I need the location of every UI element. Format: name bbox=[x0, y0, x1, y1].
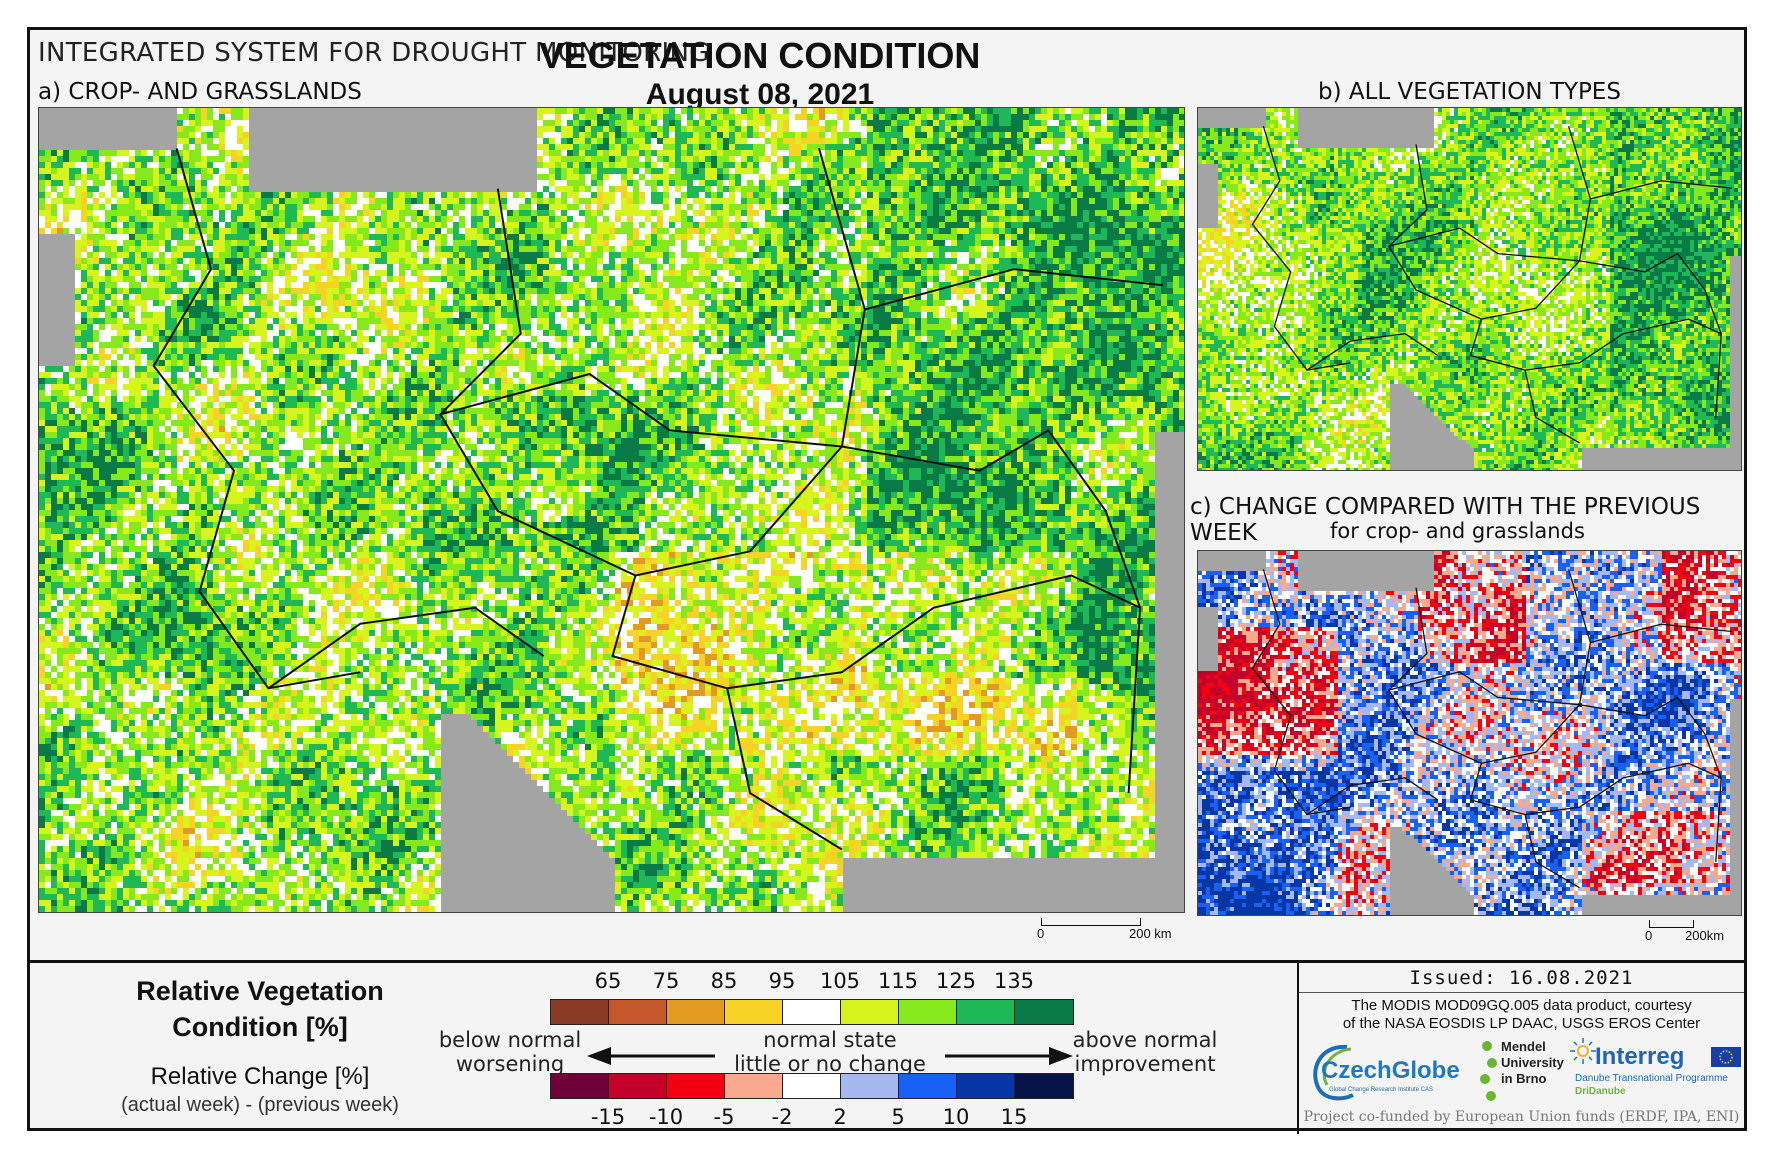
scalebar-main-line bbox=[1041, 918, 1141, 926]
below-normal-line1: below normal bbox=[435, 1028, 585, 1052]
rvc-swatch bbox=[725, 1000, 783, 1024]
rvc-title-line2: Condition [%] bbox=[90, 1009, 430, 1045]
rc-swatch bbox=[725, 1074, 783, 1098]
cofunded-note: Project co-funded by European Union fund… bbox=[1299, 1109, 1744, 1125]
rvc-title-line1: Relative Vegetation bbox=[90, 973, 430, 1009]
mendel-dots-icon bbox=[1480, 1041, 1497, 1101]
panel-c-label: c) CHANGE COMPARED WITH THE PREVIOUS WEE… bbox=[1190, 494, 1744, 546]
tick-label: -10 bbox=[649, 1105, 683, 1129]
rvc-swatch bbox=[667, 1000, 725, 1024]
scalebar-small-line bbox=[1649, 920, 1694, 928]
figure-frame: INTEGRATED SYSTEM FOR DROUGHT MONITORING… bbox=[27, 27, 1747, 1134]
tick-label: 105 bbox=[820, 969, 860, 993]
legend-area: Relative Vegetation Condition [%] Relati… bbox=[30, 960, 1744, 1134]
above-normal-line2: improvement bbox=[1070, 1052, 1220, 1076]
rc-title: Relative Change [%] bbox=[90, 1063, 430, 1091]
tick-label: 15 bbox=[1001, 1105, 1028, 1129]
normal-state-label: normal state little or no change bbox=[710, 1028, 950, 1076]
rc-swatch bbox=[667, 1074, 725, 1098]
map-c-raster bbox=[1198, 551, 1741, 915]
eu-flag-icon bbox=[1711, 1047, 1741, 1067]
scalebar-small-max: 200km bbox=[1685, 928, 1724, 943]
rvc-swatch bbox=[841, 1000, 899, 1024]
rvc-swatch bbox=[551, 1000, 609, 1024]
czechglobe-subtext: Global Change Research Institute CAS bbox=[1329, 1087, 1433, 1093]
rvc-swatch bbox=[1015, 1000, 1073, 1024]
issued-date: Issued: 16.08.2021 bbox=[1299, 963, 1744, 993]
issue-date-title: August 08, 2021 bbox=[30, 78, 1490, 112]
below-normal-line2: worsening bbox=[435, 1052, 585, 1076]
rvc-swatch bbox=[783, 1000, 841, 1024]
map-all-vegetation bbox=[1197, 107, 1742, 471]
interreg-sun-icon bbox=[1570, 1038, 1596, 1064]
rc-swatch bbox=[1015, 1074, 1073, 1098]
tick-label: 135 bbox=[994, 969, 1034, 993]
scalebar-small-zero: 0 bbox=[1645, 928, 1652, 943]
rvc-color-scale bbox=[550, 999, 1074, 1025]
tick-label: 95 bbox=[769, 969, 796, 993]
interreg-subtext1: Danube Transnational Programme bbox=[1575, 1073, 1728, 1084]
rc-swatch bbox=[783, 1074, 841, 1098]
tick-label: 5 bbox=[891, 1105, 904, 1129]
mendel-line1: Mendel bbox=[1501, 1039, 1564, 1055]
left-arrow-icon bbox=[587, 1047, 715, 1065]
rc-subtitle: (actual week) - (previous week) bbox=[90, 1091, 430, 1119]
normal-state-line1: normal state bbox=[710, 1028, 950, 1052]
interreg-subtext2: DriDanube bbox=[1575, 1086, 1626, 1097]
modis-credit: The MODIS MOD09GQ.005 data product, cour… bbox=[1299, 997, 1744, 1033]
rc-swatch bbox=[899, 1074, 957, 1098]
modis-credit-line1: The MODIS MOD09GQ.005 data product, cour… bbox=[1299, 997, 1744, 1015]
rvc-swatch bbox=[609, 1000, 667, 1024]
rvc-legend-title: Relative Vegetation Condition [%] bbox=[90, 973, 430, 1045]
mendel-text: Mendel University in Brno bbox=[1501, 1039, 1564, 1087]
czechglobe-swoosh-icon bbox=[1313, 1044, 1354, 1101]
tick-label: 85 bbox=[711, 969, 738, 993]
credits-box: Issued: 16.08.2021 The MODIS MOD09GQ.005… bbox=[1297, 963, 1744, 1134]
tick-label: 75 bbox=[653, 969, 680, 993]
czechglobe-text: CzechGlobe bbox=[1321, 1057, 1460, 1085]
tick-label: 65 bbox=[595, 969, 622, 993]
map-b-raster bbox=[1198, 108, 1741, 470]
scalebar-main: 0 200 km bbox=[1037, 918, 1187, 942]
main-title: VEGETATION CONDITION bbox=[30, 35, 1490, 77]
interreg-text: Interreg bbox=[1595, 1043, 1684, 1071]
mendel-line2: University bbox=[1501, 1055, 1564, 1071]
panel-c-sublabel: for crop- and grasslands bbox=[1330, 519, 1585, 543]
scalebar-main-zero: 0 bbox=[1037, 926, 1044, 941]
normal-state-line2: little or no change bbox=[710, 1052, 950, 1076]
tick-label: -5 bbox=[714, 1105, 735, 1129]
below-normal-label: below normal worsening bbox=[435, 1028, 585, 1076]
rc-color-scale bbox=[550, 1073, 1074, 1099]
mendel-line3: in Brno bbox=[1501, 1071, 1564, 1087]
interreg-logo: Interreg Danube Transnational Programme … bbox=[1569, 1037, 1744, 1107]
mendel-logo: Mendel University in Brno bbox=[1479, 1039, 1569, 1107]
above-normal-line1: above normal bbox=[1070, 1028, 1220, 1052]
tick-label: -15 bbox=[591, 1105, 625, 1129]
tick-label: 125 bbox=[936, 969, 976, 993]
rc-swatch bbox=[551, 1074, 609, 1098]
panel-a-label: a) CROP- AND GRASSLANDS bbox=[38, 79, 362, 105]
tick-label: -2 bbox=[772, 1105, 793, 1129]
scalebar-main-max: 200 km bbox=[1129, 926, 1172, 941]
tick-label: 115 bbox=[878, 969, 918, 993]
panel-b-label: b) ALL VEGETATION TYPES bbox=[1318, 79, 1621, 105]
map-weekly-change bbox=[1197, 550, 1742, 916]
czechglobe-logo: CzechGlobe Global Change Research Instit… bbox=[1307, 1041, 1477, 1103]
rvc-swatch bbox=[957, 1000, 1015, 1024]
right-arrow-icon bbox=[945, 1047, 1073, 1065]
map-crop-grasslands bbox=[38, 107, 1185, 913]
modis-credit-line2: of the NASA EOSDIS LP DAAC, USGS EROS Ce… bbox=[1299, 1015, 1744, 1033]
rc-swatch bbox=[609, 1074, 667, 1098]
map-a-raster bbox=[39, 108, 1184, 912]
above-normal-label: above normal improvement bbox=[1070, 1028, 1220, 1076]
scalebar-small: 0 200km bbox=[1645, 920, 1740, 944]
rc-swatch bbox=[957, 1074, 1015, 1098]
system-title: INTEGRATED SYSTEM FOR DROUGHT MONITORING bbox=[38, 38, 710, 68]
tick-label: 10 bbox=[943, 1105, 970, 1129]
rc-legend-title: Relative Change [%] (actual week) - (pre… bbox=[90, 1063, 430, 1119]
rc-swatch bbox=[841, 1074, 899, 1098]
tick-label: 2 bbox=[833, 1105, 846, 1129]
rvc-swatch bbox=[899, 1000, 957, 1024]
